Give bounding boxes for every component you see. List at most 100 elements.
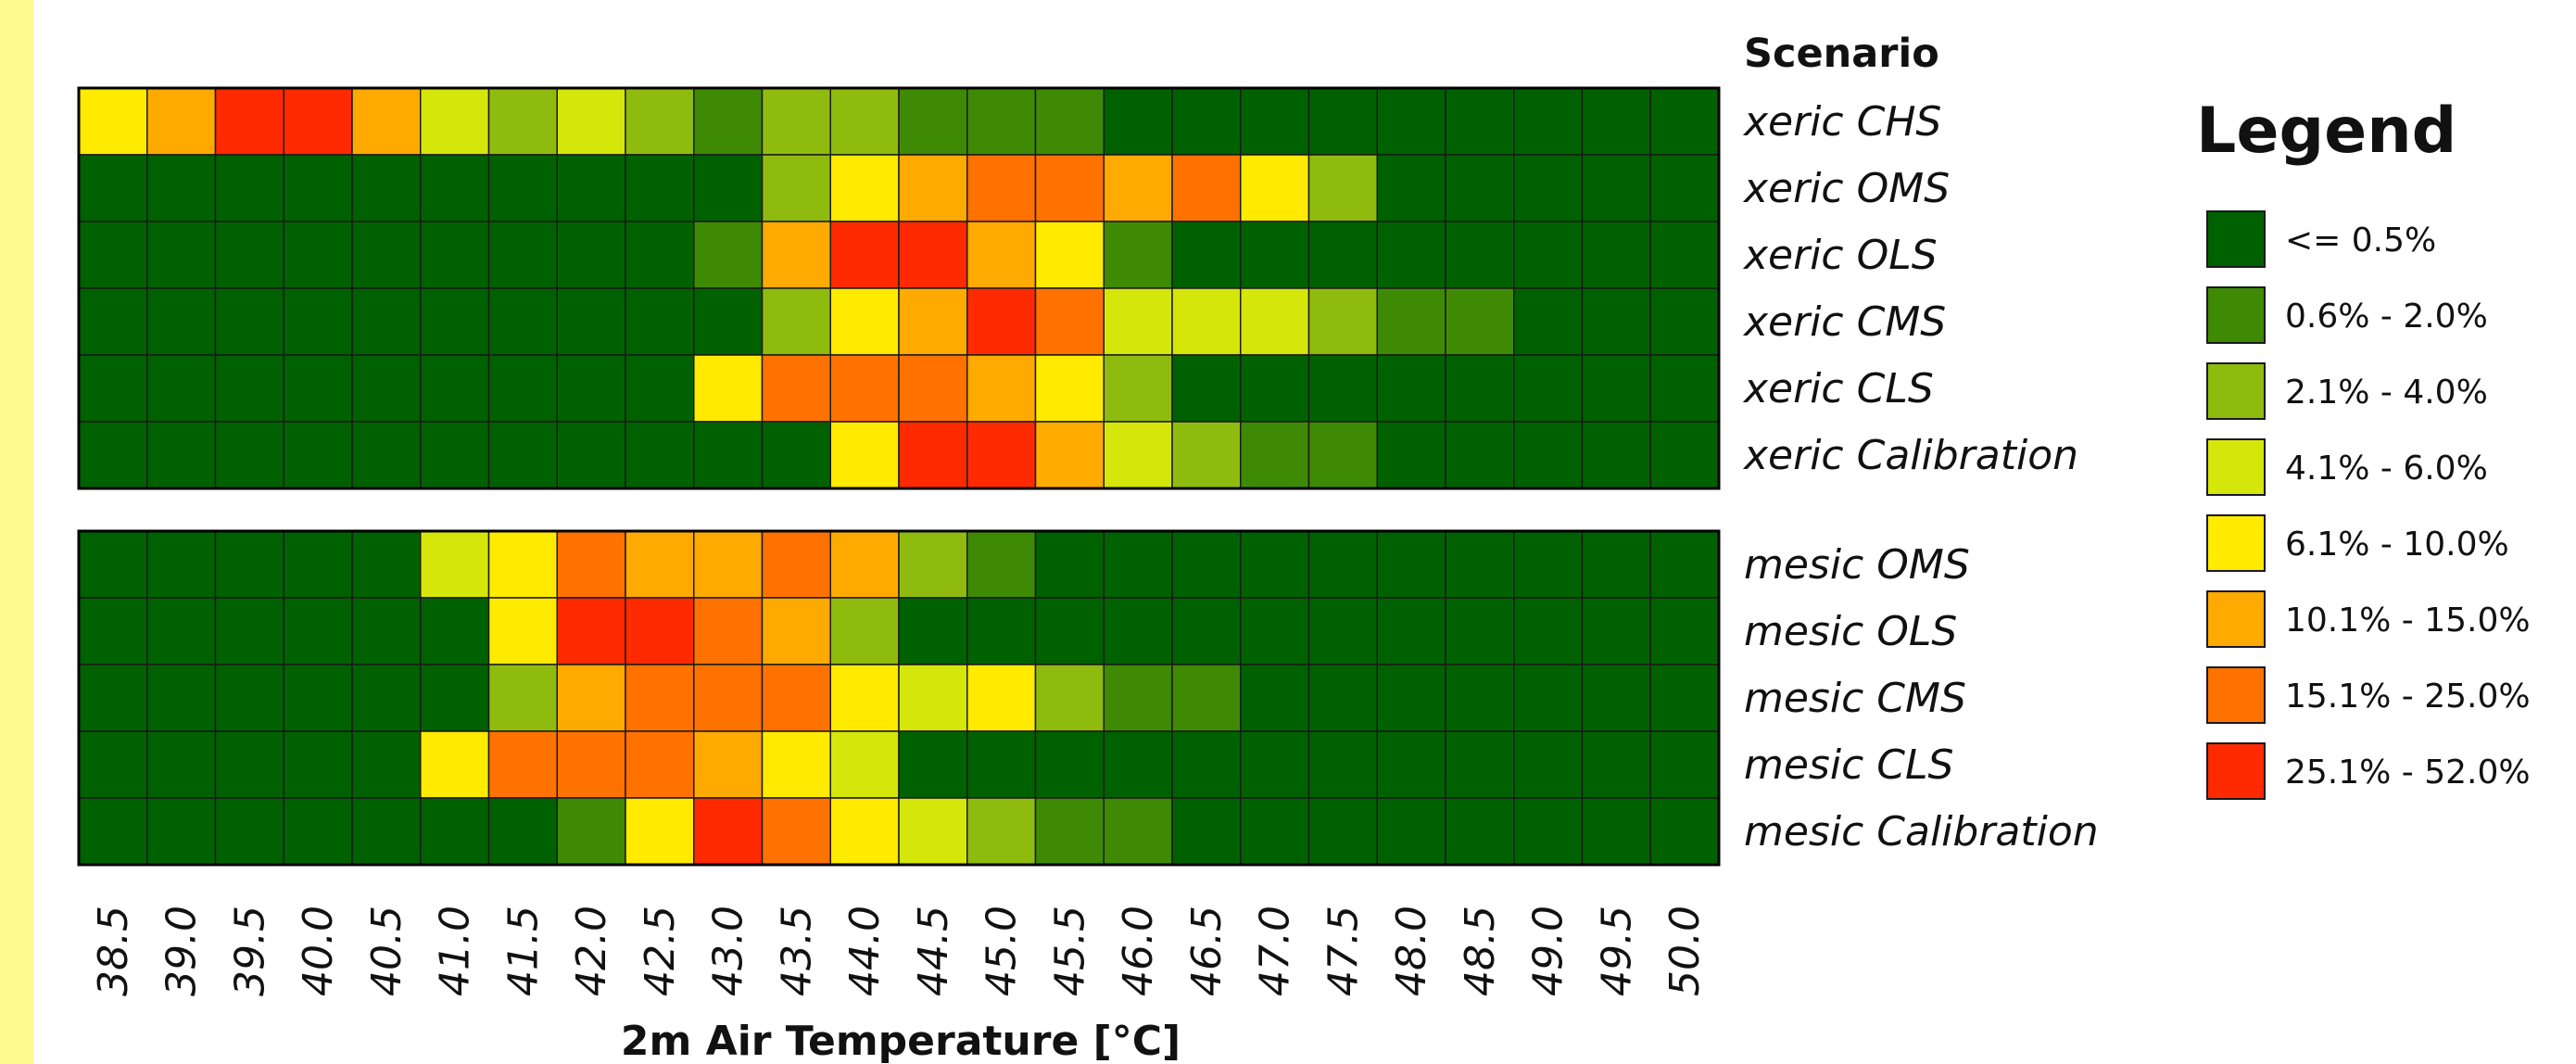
heatmap-cell [1649,421,1720,489]
heatmap-cell [1240,530,1310,599]
heatmap-cell [966,730,1037,799]
x-tick-label: 39.0 [158,906,206,996]
heatmap-cell [1103,87,1173,156]
heatmap-cell [1103,221,1173,289]
heatmap-cell [1034,87,1105,156]
heatmap-cell [146,421,217,489]
heatmap-cell [420,87,490,156]
heatmap-cell [1171,597,1242,665]
heatmap-cell [1307,797,1378,866]
heatmap-cell [761,87,831,156]
heatmap-cell [1513,664,1584,732]
heatmap-cell [1513,87,1584,156]
heatmap-cell [898,421,968,489]
heatmap-cell [487,664,558,732]
heatmap-cell [214,354,284,423]
heatmap-cell [1513,530,1584,599]
heatmap-cell [420,154,490,222]
legend-title: Legend [2196,95,2456,168]
heatmap-cell [1445,354,1515,423]
heatmap-cell [1240,287,1310,356]
heatmap-cell [625,597,695,665]
heatmap-cell [1103,597,1173,665]
heatmap-cell [351,597,422,665]
heatmap-cell [1171,287,1242,356]
heatmap-cell [829,664,900,732]
heatmap-cell [1307,154,1378,222]
heatmap-cell [625,87,695,156]
row-label: xeric CHS [1742,98,1941,146]
heatmap-cell [1240,154,1310,222]
heatmap-cell [761,797,831,866]
heatmap-cell [1513,354,1584,423]
heatmap-cell [829,730,900,799]
legend-swatch [2206,286,2266,344]
heatmap-cell [1171,797,1242,866]
x-tick-label: 38.5 [90,906,137,996]
heatmap-cell [556,87,626,156]
heatmap-cell [1171,730,1242,799]
heatmap-cell [1581,221,1651,289]
heatmap-cell [78,87,148,156]
heatmap-cell [761,354,831,423]
heatmap-cell [487,221,558,289]
heatmap-cell [1376,354,1446,423]
heatmap-cell [625,354,695,423]
heatmap-cell [146,664,217,732]
heatmap-cell [1307,221,1378,289]
row-label: xeric OLS [1742,232,1938,279]
heatmap-cell [351,421,422,489]
x-tick-label: 44.5 [910,906,957,996]
heatmap-cell [829,87,900,156]
heatmap-cell [829,154,900,222]
heatmap-cell [1171,221,1242,289]
heatmap-cell [487,287,558,356]
heatmap-cell [556,154,626,222]
heatmap-cell [420,797,490,866]
heatmap-cell [214,797,284,866]
heatmap-cell [1649,287,1720,356]
heatmap-cell [625,530,695,599]
heatmap-cell [829,354,900,423]
legend-label: <= 0.5% [2285,222,2436,260]
heatmap-cell [1649,154,1720,222]
x-tick-label: 42.5 [637,906,684,996]
heatmap-cell [1034,154,1105,222]
x-tick-label: 45.5 [1046,906,1093,996]
heatmap-cell [898,87,968,156]
x-tick-label: 40.5 [363,906,410,996]
heatmap-cell [693,797,764,866]
legend-label: 0.6% - 2.0% [2285,298,2488,336]
x-tick-label: 43.5 [773,906,820,996]
heatmap-cell [1581,87,1651,156]
heatmap-cell [1581,797,1651,866]
heatmap-cell [1103,421,1173,489]
heatmap-cell [1376,221,1446,289]
row-label: xeric OMS [1742,165,1950,212]
heatmap-cell [214,730,284,799]
heatmap-cell [1376,730,1446,799]
heatmap-cell [829,287,900,356]
heatmap-cell [1240,664,1310,732]
heatmap-cell [214,530,284,599]
heatmap-cell [556,530,626,599]
heatmap-cell [898,354,968,423]
heatmap-cell [1307,354,1378,423]
heatmap-cell [487,797,558,866]
heatmap-cell [420,221,490,289]
heatmap-cell [78,354,148,423]
legend-label: 2.1% - 4.0% [2285,374,2488,412]
heatmap-cell [283,597,353,665]
heatmap-cell [1513,597,1584,665]
heatmap-cell [146,287,217,356]
heatmap-cell [966,87,1037,156]
row-label: xeric Calibration [1742,432,2078,479]
heatmap-cell [214,597,284,665]
x-tick-label: 41.0 [432,906,479,996]
heatmap-cell [829,421,900,489]
heatmap-cell [1376,530,1446,599]
x-tick-label: 47.0 [1252,906,1299,996]
heatmap-cell [1581,664,1651,732]
heatmap-cell [1376,797,1446,866]
heatmap-cell [487,87,558,156]
